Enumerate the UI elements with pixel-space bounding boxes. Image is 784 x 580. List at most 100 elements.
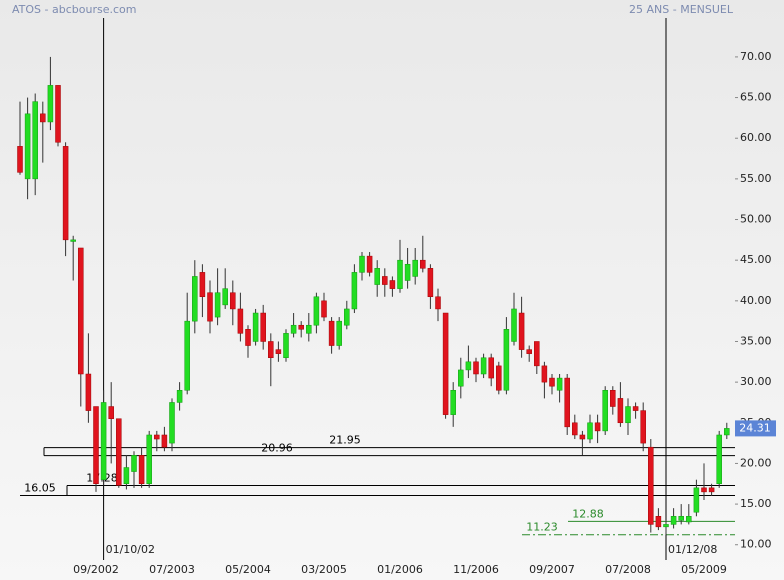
- chart-title: ATOS - abcbourse.com: [12, 3, 136, 16]
- candle-body: [290, 324, 297, 334]
- candle-body: [617, 398, 624, 424]
- x-tick-label: 11/2006: [453, 563, 499, 576]
- candle-body: [131, 455, 137, 472]
- candle-body: [161, 434, 168, 448]
- y-tick-label: 40.00: [740, 294, 772, 307]
- candle-body: [382, 276, 388, 285]
- y-tick-label: 10.00: [740, 538, 772, 551]
- candle-body: [100, 402, 107, 480]
- candle-body: [587, 422, 593, 440]
- candle-body: [55, 85, 61, 143]
- x-tick-label: 09/2007: [529, 563, 575, 576]
- candle-body: [222, 288, 228, 306]
- candle-body: [275, 349, 282, 354]
- x-tick-label: 01/2006: [377, 563, 423, 576]
- level-label: 20.96: [261, 442, 293, 455]
- candle-body: [632, 406, 639, 411]
- y-tick-label: 35.00: [740, 334, 772, 347]
- candle-body: [85, 373, 92, 411]
- candle-body: [503, 329, 510, 391]
- candle-body: [442, 312, 449, 415]
- candle-body: [184, 320, 190, 391]
- candle-body: [579, 434, 586, 440]
- event-label: 01/12/08: [668, 543, 717, 556]
- y-tick-label: 20.00: [740, 456, 772, 469]
- candle-body: [397, 259, 403, 289]
- candle-body: [252, 312, 259, 342]
- event-label: 01/10/02: [106, 543, 155, 556]
- candle-body: [693, 487, 700, 513]
- y-tick-label: 45.00: [740, 253, 772, 266]
- y-tick-label: 55.00: [740, 172, 772, 185]
- candle-body: [458, 369, 464, 387]
- y-tick-label: 15.00: [740, 497, 772, 510]
- level-label: 21.95: [329, 434, 361, 447]
- candle-body: [465, 361, 472, 371]
- candle-body: [625, 406, 631, 424]
- candle-body: [435, 296, 441, 310]
- level-label: 16.05: [24, 482, 56, 495]
- y-tick-label: 65.00: [740, 91, 772, 104]
- candle-body: [230, 292, 236, 310]
- candle-body: [594, 422, 601, 432]
- candle-body: [404, 263, 411, 281]
- candle-body: [518, 312, 525, 350]
- candle-body: [678, 516, 684, 521]
- candle-body: [328, 320, 335, 346]
- candle-body: [450, 390, 456, 415]
- candle-body: [93, 406, 99, 485]
- candle-body: [138, 455, 145, 485]
- level-label: 11.23: [526, 521, 558, 534]
- candle-body: [496, 365, 502, 391]
- candle-body: [78, 247, 84, 375]
- x-tick-label: 05/2004: [225, 563, 271, 576]
- x-tick-label: 05/2009: [681, 563, 727, 576]
- candle-body: [366, 255, 373, 273]
- chart-subtitle: 25 ANS - MENSUEL: [629, 3, 734, 16]
- candle-body: [192, 276, 198, 322]
- y-tick-label: 50.00: [740, 213, 772, 226]
- candle-body: [306, 324, 312, 334]
- candle-body: [260, 312, 266, 342]
- candle-body: [374, 268, 380, 285]
- candle-body: [427, 268, 434, 298]
- y-tick-label: 30.00: [740, 375, 772, 388]
- candle-body: [351, 272, 358, 310]
- candle-body: [40, 113, 46, 123]
- candle-body: [488, 357, 494, 379]
- candle-body: [708, 487, 715, 493]
- candle-body: [283, 333, 289, 358]
- candle-body: [321, 300, 327, 318]
- candle-body: [389, 280, 396, 289]
- candle-body: [564, 377, 570, 428]
- candle-body: [663, 524, 669, 528]
- candle-body: [655, 516, 662, 528]
- candle-body: [480, 357, 487, 375]
- candle-body: [686, 516, 692, 523]
- candle-body: [701, 487, 707, 493]
- candle-body: [602, 390, 608, 432]
- candle-body: [473, 361, 479, 375]
- candle-body: [716, 434, 722, 485]
- last-price-box: [735, 420, 776, 437]
- candle-body: [534, 341, 540, 367]
- candle-body: [176, 390, 183, 403]
- level-label: 12.88: [572, 507, 604, 520]
- candle-body: [640, 410, 646, 444]
- candle-body: [17, 146, 23, 173]
- candle-body: [32, 101, 38, 180]
- x-tick-label: 03/2005: [301, 563, 347, 576]
- candle-body: [24, 113, 31, 180]
- candle-body: [412, 259, 418, 277]
- candle-body: [62, 146, 69, 241]
- candle-body: [541, 365, 548, 383]
- candle-body: [344, 308, 350, 326]
- x-tick-label: 07/2003: [149, 563, 195, 576]
- last-price-label: 24.31: [739, 421, 771, 434]
- candle-body: [214, 292, 221, 318]
- candle-body: [245, 329, 251, 346]
- candle-body: [237, 308, 244, 334]
- candle-body: [610, 390, 616, 407]
- candle-body: [154, 434, 160, 440]
